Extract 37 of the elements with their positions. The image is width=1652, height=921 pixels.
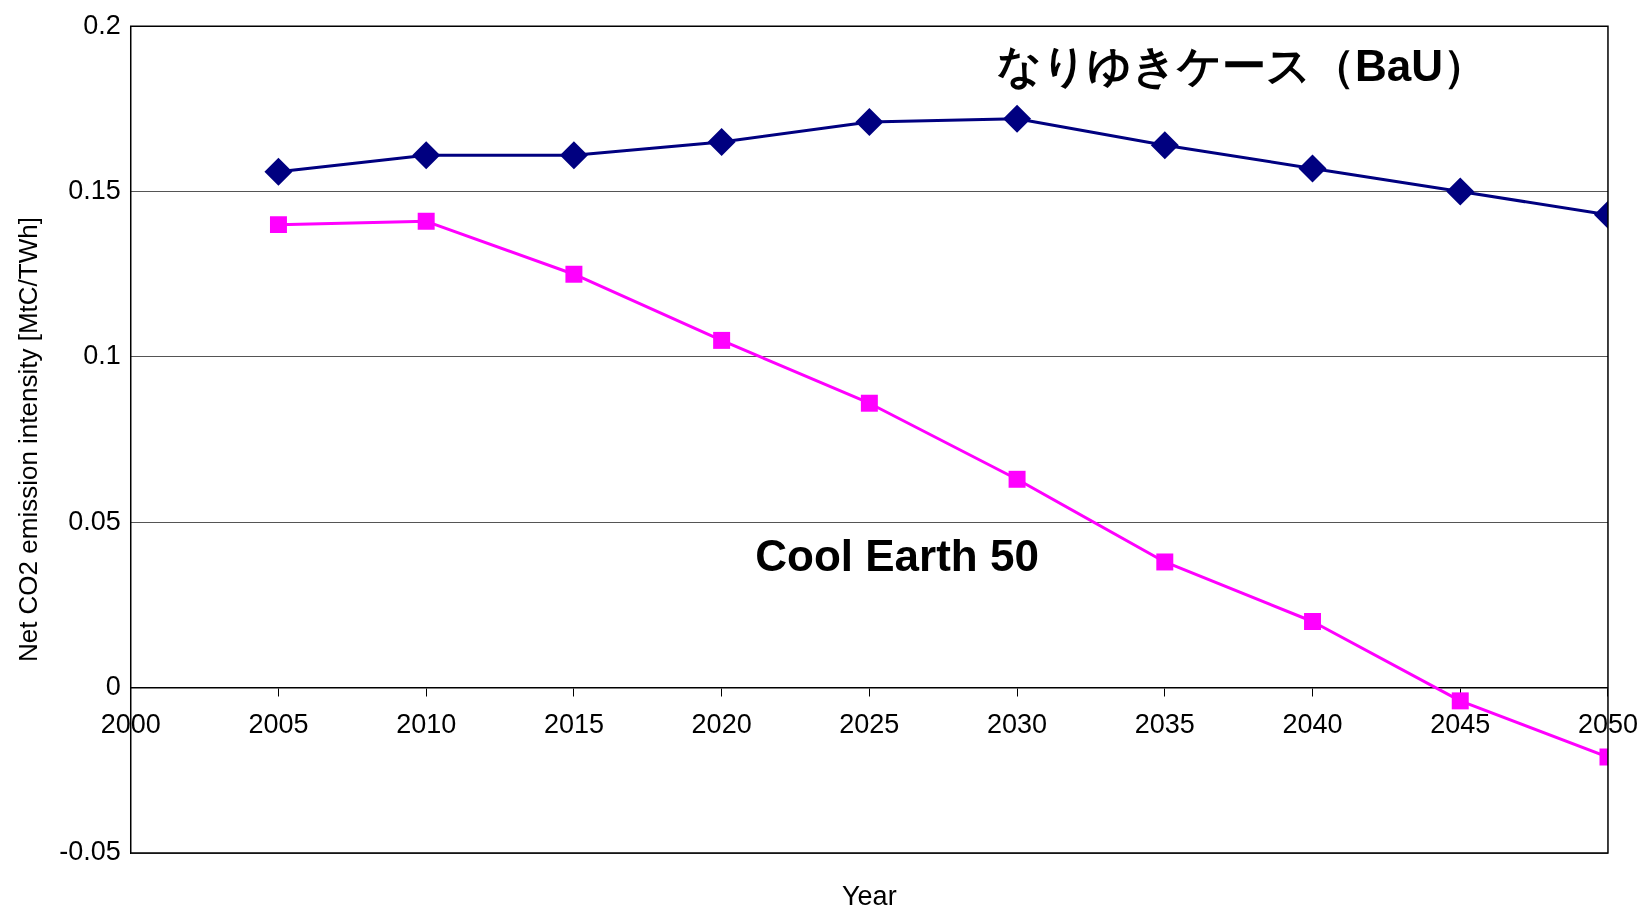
- point: [855, 108, 884, 137]
- x-tick-label: 2045: [1430, 709, 1491, 740]
- y-tick-label: 0.1: [83, 340, 121, 371]
- y-tick-label: 0.15: [68, 175, 121, 206]
- point: [417, 212, 435, 230]
- point: [1298, 154, 1327, 183]
- point: [1150, 131, 1179, 160]
- point: [860, 394, 878, 412]
- x-tick-label: 2005: [248, 709, 309, 740]
- y-tick-label: 0.2: [83, 9, 121, 40]
- x-tick-label: 2025: [839, 709, 900, 740]
- series-label: なりゆきケース（BaU）: [997, 40, 1488, 90]
- point: [269, 216, 287, 234]
- y-tick-label: 0.05: [68, 505, 121, 536]
- point: [713, 331, 731, 349]
- point: [1156, 553, 1174, 571]
- point: [559, 141, 588, 170]
- point: [565, 265, 583, 283]
- y-tick-label: 0: [105, 671, 121, 702]
- x-tick-label: 2040: [1282, 709, 1343, 740]
- x-tick-label: 2030: [987, 709, 1048, 740]
- y-axis-title: Net CO2 emission intensity [MtC/TWh]: [12, 217, 43, 663]
- x-tick-label: 2020: [691, 709, 752, 740]
- point: [1003, 104, 1032, 133]
- point: [1304, 613, 1322, 630]
- x-tick-label: 2035: [1134, 709, 1195, 740]
- point: [412, 141, 441, 170]
- point: [1451, 692, 1469, 710]
- x-tick-label: 2015: [543, 709, 604, 740]
- point: [264, 157, 293, 186]
- series-label: Cool Earth 50: [755, 531, 1039, 581]
- x-tick-label: 2010: [396, 709, 457, 740]
- y-tick-label: -0.05: [59, 836, 121, 867]
- point: [1446, 177, 1475, 206]
- point: [707, 127, 736, 156]
- x-axis-title: Year: [842, 881, 897, 912]
- point: [1008, 470, 1026, 488]
